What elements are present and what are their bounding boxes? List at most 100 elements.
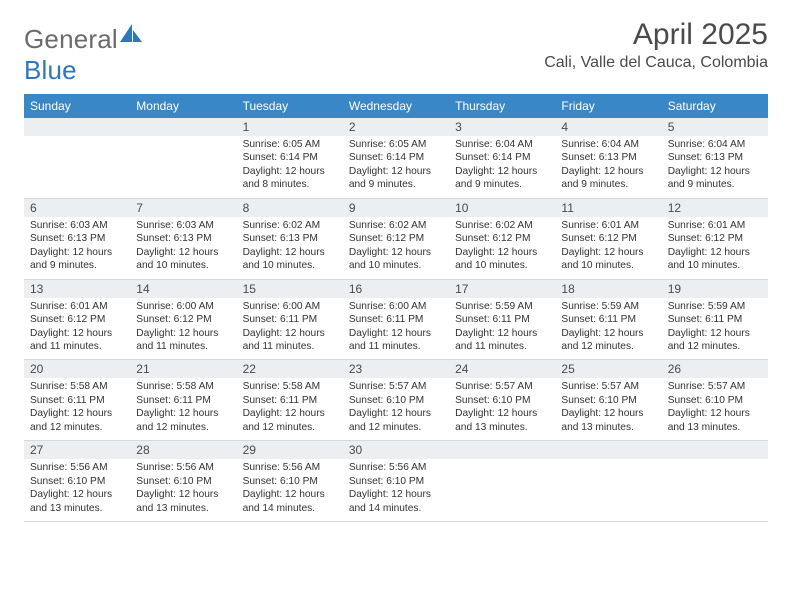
day-number: 26 (662, 360, 768, 378)
weekday-header: Sunday (24, 94, 130, 118)
day-number: 18 (555, 280, 661, 298)
day-number: 21 (130, 360, 236, 378)
day-number: 23 (343, 360, 449, 378)
brand-text: GeneralBlue (24, 24, 142, 86)
sunrise-line: Sunrise: 5:56 AM (243, 461, 337, 474)
sunrise-line: Sunrise: 6:01 AM (30, 300, 124, 313)
daylight-line: Daylight: 12 hours and 14 minutes. (243, 488, 337, 515)
sunset-line: Sunset: 6:14 PM (455, 151, 549, 164)
sunset-line: Sunset: 6:10 PM (668, 394, 762, 407)
brand-logo: GeneralBlue (24, 24, 142, 86)
daylight-line: Daylight: 12 hours and 10 minutes. (455, 246, 549, 273)
sunrise-line: Sunrise: 6:04 AM (561, 138, 655, 151)
calendar-table: SundayMondayTuesdayWednesdayThursdayFrid… (24, 94, 768, 522)
day-detail-row: Sunrise: 6:01 AM Sunset: 6:12 PM Daylight:… (24, 298, 768, 360)
daylight-line: Daylight: 12 hours and 13 minutes. (136, 488, 230, 515)
day-detail: Sunrise: 6:05 AMSunset: 6:14 PMDaylight:… (237, 136, 343, 198)
daylight-line: Daylight: 12 hours and 9 minutes. (455, 165, 549, 192)
sunrise-line: Sunrise: 6:01 AM (561, 219, 655, 232)
sunset-line: Sunset: 6:13 PM (561, 151, 655, 164)
day-detail: Sunrise: 5:57 AMSunset: 6:10 PMDaylight:… (662, 378, 768, 440)
sunset-line: Sunset: 6:10 PM (349, 394, 443, 407)
daylight-line: Daylight: 12 hours and 13 minutes. (30, 488, 124, 515)
sunrise-line: Sunrise: 6:00 AM (243, 300, 337, 313)
day-detail: Sunrise: 5:56 AMSunset: 6:10 PMDaylight:… (343, 459, 449, 521)
sunset-line: Sunset: 6:11 PM (136, 394, 230, 407)
calendar-body: 12345Sunrise: 6:05 AMSunset: 6:14 PMDayl… (24, 118, 768, 522)
sunrise-line: Sunrise: 5:59 AM (561, 300, 655, 313)
daylight-line: Daylight: 12 hours and 10 minutes. (136, 246, 230, 273)
day-detail-row: Sunrise: 6:05 AMSunset: 6:14 PMDaylight:… (24, 136, 768, 198)
daylight-line: Daylight: 12 hours and 11 minutes. (30, 327, 124, 354)
daylight-line: Daylight: 12 hours and 11 minutes. (349, 327, 443, 354)
day-number (24, 118, 130, 134)
sunrise-line: Sunrise: 5:59 AM (455, 300, 549, 313)
day-detail-row: Sunrise: 5:58 AMSunset: 6:11 PMDaylight:… (24, 378, 768, 440)
sunrise-line: Sunrise: 5:57 AM (349, 380, 443, 393)
day-detail: Sunrise: 6:00 AMSunset: 6:11 PMDaylight:… (237, 298, 343, 360)
sunset-line: Sunset: 6:12 PM (668, 232, 762, 245)
day-detail: Sunrise: 6:03 AMSunset: 6:13 PMDaylight:… (24, 217, 130, 279)
weekday-header: Wednesday (343, 94, 449, 118)
day-number (555, 441, 661, 457)
daylight-line: Daylight: 12 hours and 12 minutes. (136, 407, 230, 434)
daylight-line: Daylight: 12 hours and 11 minutes. (243, 327, 337, 354)
day-detail: Sunrise: 5:58 AMSunset: 6:11 PMDaylight:… (24, 378, 130, 440)
day-detail: Sunrise: 5:56 AMSunset: 6:10 PMDaylight:… (237, 459, 343, 521)
daylight-line: Daylight: 12 hours and 12 minutes. (561, 327, 655, 354)
day-detail: Sunrise: 6:02 AMSunset: 6:12 PMDaylight:… (343, 217, 449, 279)
day-number-row: 13141516171819 (24, 279, 768, 298)
daylight-line: Daylight: 12 hours and 11 minutes. (455, 327, 549, 354)
sunrise-line: Sunrise: 6:05 AM (349, 138, 443, 151)
day-number-row: 20212223242526 (24, 360, 768, 379)
day-detail: Sunrise: 6:01 AMSunset: 6:12 PMDaylight:… (662, 217, 768, 279)
sunset-line: Sunset: 6:12 PM (349, 232, 443, 245)
day-number-row: 6789101112 (24, 198, 768, 217)
weekday-header: Tuesday (237, 94, 343, 118)
day-detail: Sunrise: 6:03 AMSunset: 6:13 PMDaylight:… (130, 217, 236, 279)
sunset-line: Sunset: 6:11 PM (243, 313, 337, 326)
day-number: 27 (24, 441, 130, 459)
sunrise-line: Sunrise: 6:02 AM (349, 219, 443, 232)
sunrise-line: Sunrise: 6:03 AM (30, 219, 124, 232)
day-detail: Sunrise: 5:57 AMSunset: 6:10 PMDaylight:… (449, 378, 555, 440)
weekday-header: Saturday (662, 94, 768, 118)
sunrise-line: Sunrise: 5:58 AM (243, 380, 337, 393)
daylight-line: Daylight: 12 hours and 12 minutes. (668, 327, 762, 354)
day-number: 22 (237, 360, 343, 378)
day-number: 3 (449, 118, 555, 136)
day-detail-row: Sunrise: 6:03 AMSunset: 6:13 PMDaylight:… (24, 217, 768, 279)
sunrise-line: Sunrise: 6:03 AM (136, 219, 230, 232)
daylight-line: Daylight: 12 hours and 10 minutes. (668, 246, 762, 273)
sunset-line: Sunset: 6:10 PM (30, 475, 124, 488)
day-detail: Sunrise: 6:05 AMSunset: 6:14 PMDaylight:… (343, 136, 449, 198)
sunrise-line: Sunrise: 6:04 AM (455, 138, 549, 151)
day-number: 2 (343, 118, 449, 136)
daylight-line: Daylight: 12 hours and 9 minutes. (561, 165, 655, 192)
sunrise-line: Sunrise: 6:01 AM (668, 219, 762, 232)
day-detail (555, 459, 661, 515)
sunrise-line: Sunrise: 5:56 AM (136, 461, 230, 474)
day-number: 7 (130, 199, 236, 217)
day-detail-row: Sunrise: 5:56 AMSunset: 6:10 PMDaylight:… (24, 459, 768, 521)
daylight-line: Daylight: 12 hours and 9 minutes. (668, 165, 762, 192)
sunset-line: Sunset: 6:13 PM (243, 232, 337, 245)
daylight-line: Daylight: 12 hours and 8 minutes. (243, 165, 337, 192)
day-number (662, 441, 768, 457)
day-number: 5 (662, 118, 768, 136)
sunrise-line: Sunrise: 5:58 AM (136, 380, 230, 393)
day-number: 30 (343, 441, 449, 459)
sunrise-line: Sunrise: 6:00 AM (136, 300, 230, 313)
day-number: 29 (237, 441, 343, 459)
day-number: 10 (449, 199, 555, 217)
sunset-line: Sunset: 6:14 PM (243, 151, 337, 164)
day-detail: Sunrise: 6:04 AMSunset: 6:13 PMDaylight:… (555, 136, 661, 198)
sunset-line: Sunset: 6:12 PM (136, 313, 230, 326)
title-block: April 2025 Cali, Valle del Cauca, Colomb… (544, 18, 768, 72)
day-number: 9 (343, 199, 449, 217)
weekday-header-row: SundayMondayTuesdayWednesdayThursdayFrid… (24, 94, 768, 118)
sunset-line: Sunset: 6:13 PM (30, 232, 124, 245)
day-number: 17 (449, 280, 555, 298)
day-detail: Sunrise: 6:02 AMSunset: 6:12 PMDaylight:… (449, 217, 555, 279)
weekday-header: Monday (130, 94, 236, 118)
